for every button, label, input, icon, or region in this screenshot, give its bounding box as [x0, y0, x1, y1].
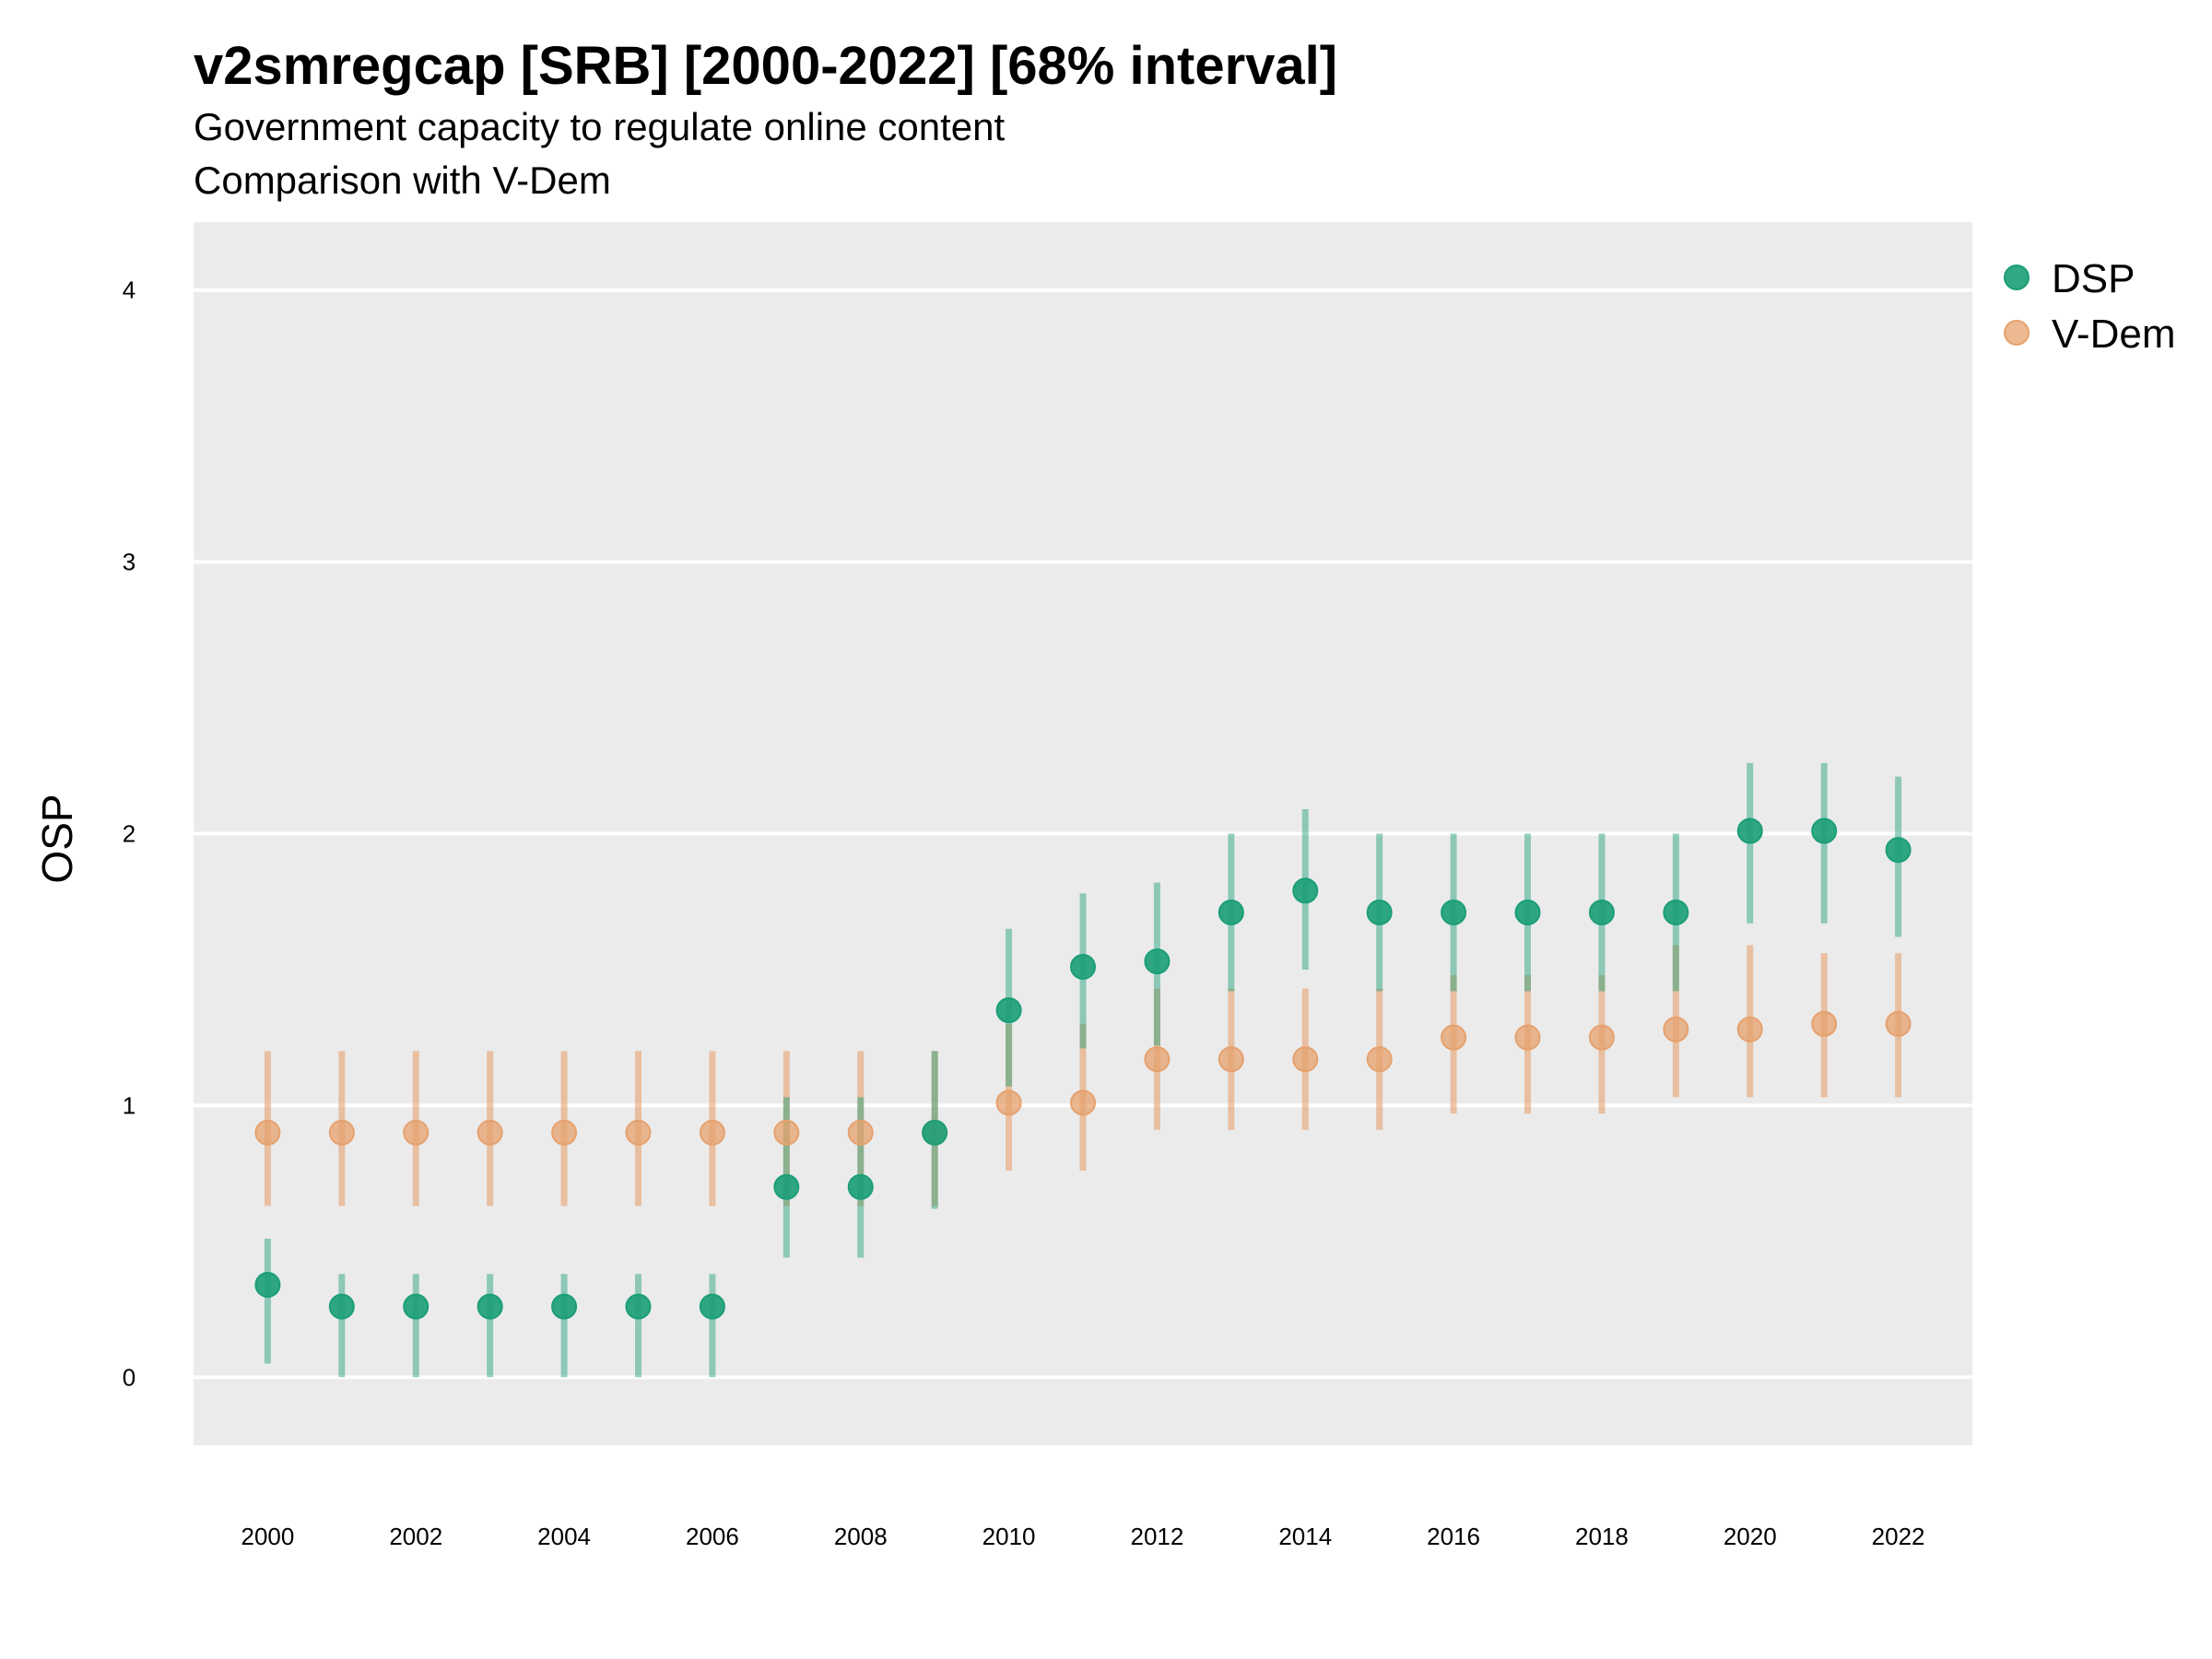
point-dsp-2003: [477, 1293, 503, 1320]
point-dsp-2005: [625, 1293, 652, 1320]
point-dsp-2017: [1514, 900, 1541, 926]
point-dsp-2015: [1366, 900, 1393, 926]
legend-marker-v-dem: [2004, 320, 2030, 346]
point-v-dem-2020: [1736, 1016, 1763, 1042]
x-tick-label: 2006: [686, 1523, 739, 1550]
point-dsp-2002: [403, 1293, 429, 1320]
point-dsp-2012: [1144, 948, 1171, 975]
point-v-dem-2011: [1070, 1089, 1096, 1116]
chart-subtitle-line-1: Government capacity to regulate online c…: [194, 105, 1006, 148]
chart-subtitle-line-2: Comparison with V-Dem: [194, 159, 611, 202]
y-tick-label: 2: [123, 820, 135, 848]
point-v-dem-2008: [847, 1119, 874, 1146]
x-tick-label: 2018: [1575, 1523, 1629, 1550]
y-axis-label: OSP: [33, 794, 81, 883]
point-v-dem-2010: [995, 1089, 1022, 1116]
point-v-dem-2004: [551, 1119, 578, 1146]
y-tick-label: 3: [123, 548, 135, 576]
point-dsp-2009: [922, 1119, 948, 1146]
point-dsp-2021: [1811, 818, 1838, 844]
point-v-dem-2002: [403, 1119, 429, 1146]
point-dsp-2007: [773, 1173, 800, 1200]
y-tick-label: 1: [123, 1091, 135, 1119]
point-v-dem-2000: [254, 1119, 281, 1146]
point-dsp-2019: [1663, 900, 1689, 926]
chart-title: v2smregcap [SRB] [2000-2022] [68% interv…: [194, 36, 1338, 96]
legend: DSP V-Dem: [2004, 256, 2175, 357]
point-dsp-2011: [1070, 953, 1096, 980]
point-v-dem-2003: [477, 1119, 503, 1146]
x-tick-label: 2012: [1130, 1523, 1183, 1550]
x-tick-label: 2014: [1278, 1523, 1332, 1550]
x-tick-label: 2020: [1724, 1523, 1777, 1550]
point-dsp-2022: [1885, 837, 1912, 864]
legend-label-v-dem: V-Dem: [2052, 312, 2175, 357]
point-dsp-2004: [551, 1293, 578, 1320]
point-dsp-2016: [1441, 900, 1467, 926]
x-tick-label: 2000: [241, 1523, 294, 1550]
legend-marker-dsp: [2004, 265, 2030, 290]
point-v-dem-2007: [773, 1119, 800, 1146]
x-tick-label: 2022: [1872, 1523, 1925, 1550]
point-dsp-2008: [847, 1173, 874, 1200]
y-axis-ticks: 0 1 2 3 4: [123, 276, 135, 1392]
point-v-dem-2001: [328, 1119, 355, 1146]
point-v-dem-2019: [1663, 1016, 1689, 1042]
point-v-dem-2015: [1366, 1046, 1393, 1073]
point-dsp-2010: [995, 997, 1022, 1024]
point-v-dem-2006: [699, 1119, 725, 1146]
point-dsp-2014: [1292, 877, 1319, 904]
point-v-dem-2021: [1811, 1010, 1838, 1037]
point-v-dem-2014: [1292, 1046, 1319, 1073]
point-v-dem-2022: [1885, 1010, 1912, 1037]
x-tick-label: 2004: [537, 1523, 591, 1550]
point-v-dem-2016: [1441, 1024, 1467, 1051]
point-v-dem-2012: [1144, 1046, 1171, 1073]
point-v-dem-2005: [625, 1119, 652, 1146]
y-tick-label: 0: [123, 1363, 135, 1391]
x-axis-ticks: 2000 2002 2004 2006 2008 2010 2012 2014 2016 2018…: [241, 1523, 1924, 1550]
point-v-dem-2018: [1588, 1024, 1615, 1051]
point-dsp-2013: [1218, 900, 1244, 926]
point-dsp-2000: [254, 1272, 281, 1299]
data-points: [254, 818, 1912, 1320]
x-tick-label: 2008: [834, 1523, 888, 1550]
point-dsp-2020: [1736, 818, 1763, 844]
x-tick-label: 2010: [982, 1523, 1036, 1550]
y-tick-label: 4: [123, 276, 135, 304]
point-dsp-2006: [699, 1293, 725, 1320]
point-v-dem-2013: [1218, 1046, 1244, 1073]
x-tick-label: 2002: [389, 1523, 442, 1550]
point-v-dem-2017: [1514, 1024, 1541, 1051]
legend-label-dsp: DSP: [2052, 256, 2135, 301]
point-dsp-2001: [328, 1293, 355, 1320]
point-dsp-2018: [1588, 900, 1615, 926]
x-tick-label: 2016: [1427, 1523, 1480, 1550]
